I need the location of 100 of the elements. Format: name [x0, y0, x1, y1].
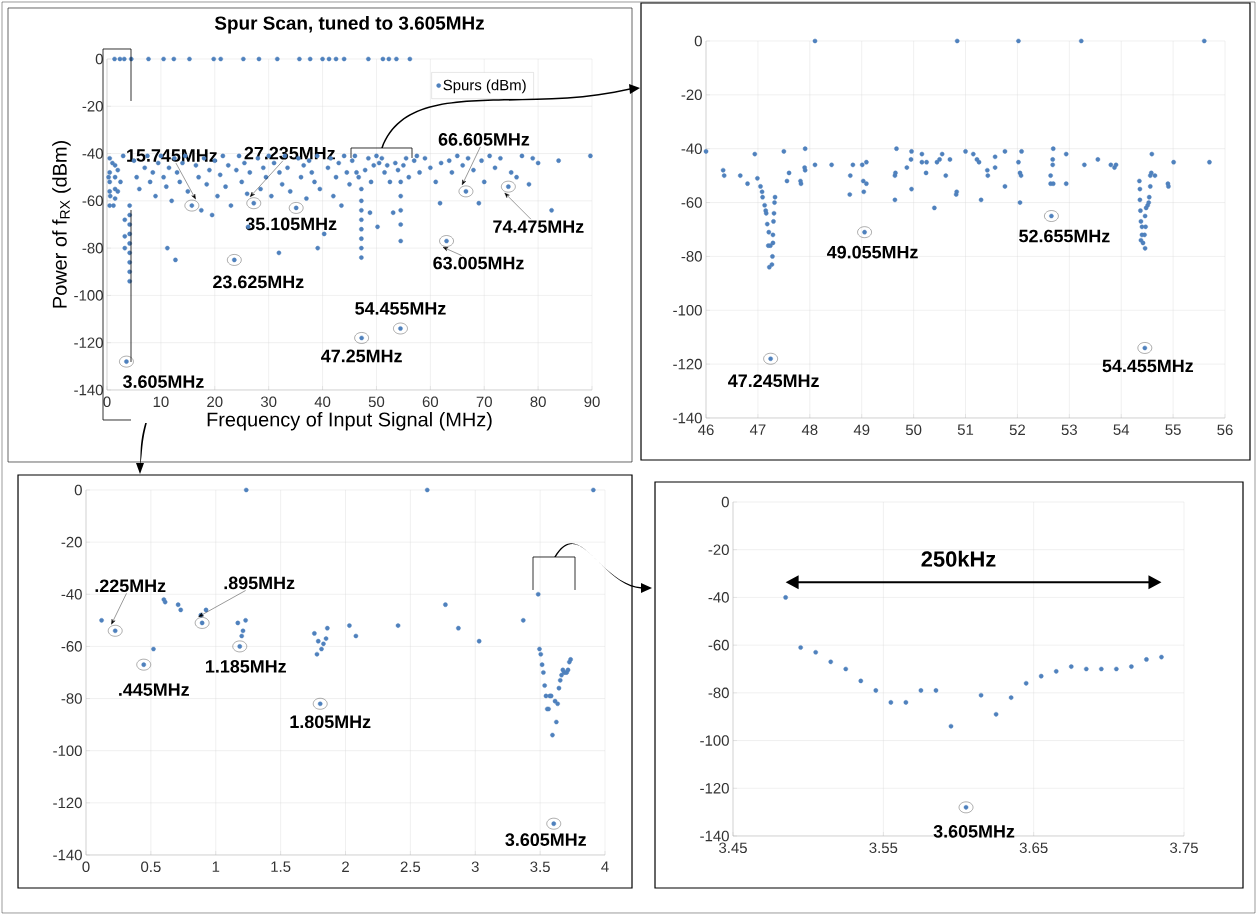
x-tick-label: 48: [801, 424, 818, 436]
y-tick-label: 0: [721, 496, 729, 508]
annotation: 15.745MHz: [127, 149, 218, 162]
y-tick-label: -20: [681, 89, 702, 101]
x-tick-label: 55: [1165, 424, 1181, 435]
annotation: 54.455MHz: [1102, 359, 1194, 373]
point: [568, 657, 573, 662]
y-tick-label: -120: [700, 782, 729, 794]
point: [933, 688, 939, 693]
point: [555, 701, 560, 707]
point: [312, 631, 317, 636]
y-tick-label: -80: [708, 687, 729, 699]
point: [175, 602, 181, 607]
point: [319, 646, 324, 652]
point: [243, 487, 249, 493]
point: [858, 678, 864, 684]
annotation: 250kHz: [921, 550, 996, 567]
point: [1159, 654, 1164, 660]
y-tick-label: -20: [708, 544, 729, 555]
point: [873, 688, 879, 693]
x-tick-label: 60: [422, 396, 439, 408]
annotation: 47.245MHz: [728, 374, 819, 388]
point: [888, 700, 894, 705]
x-tick-label: 4: [601, 861, 609, 872]
point: [557, 678, 563, 683]
point: [1084, 666, 1089, 672]
annotation: 1.805MHz: [290, 715, 371, 729]
x-tick-label: 30: [260, 396, 277, 408]
x-tick-label: 20: [207, 396, 223, 408]
annotation: 27.235MHz: [244, 146, 335, 160]
y-tick-label: 0: [694, 35, 702, 47]
x-tick-label: 3.55: [869, 842, 898, 854]
x-tick-label: 3.5: [530, 861, 550, 873]
y-tick-label: -120: [74, 337, 103, 348]
point: [539, 662, 545, 667]
x-tick-label: 50: [905, 424, 922, 436]
point: [1099, 666, 1104, 672]
point: [948, 723, 954, 729]
y-tick-label: -140: [74, 384, 103, 396]
y-tick-label: -40: [681, 143, 702, 154]
point: [162, 599, 168, 605]
point: [978, 692, 984, 698]
x-tick-label: 70: [476, 396, 492, 408]
y-tick-label: 0: [74, 484, 82, 496]
annotation: .445MHz: [119, 683, 189, 696]
x-tick-label: 90: [584, 396, 600, 408]
y-tick-label: -60: [61, 641, 82, 652]
annotation: 3.605MHz: [122, 375, 204, 388]
y-tick-label: -40: [82, 148, 103, 159]
point: [843, 666, 849, 672]
y-tick-label: -140: [53, 849, 82, 861]
point: [550, 732, 555, 738]
x-tick-label: 0.5: [141, 861, 161, 873]
point: [395, 623, 401, 628]
y-tick-label: -80: [82, 242, 103, 254]
annotation: 54.455MHz: [355, 302, 446, 315]
point: [535, 591, 541, 597]
y-axis-title: Power of f$_{RX}$ (dBm): [52, 141, 71, 308]
x-tick-label: 10: [153, 396, 169, 408]
point: [798, 645, 803, 650]
point: [1114, 666, 1119, 672]
point: [323, 636, 329, 641]
point: [541, 670, 546, 675]
point: [1053, 669, 1059, 674]
y-tick-label: 0: [95, 53, 103, 65]
x-tick-label: 40: [314, 396, 331, 408]
point: [520, 618, 526, 623]
x-tick-label: 53: [1061, 424, 1077, 436]
point: [203, 607, 209, 613]
x-tick-label: 2: [342, 861, 349, 872]
y-tick-label: -80: [681, 251, 702, 262]
point: [240, 628, 246, 634]
point: [456, 625, 461, 631]
point: [543, 693, 549, 699]
annotation: 1.185MHz: [206, 660, 286, 673]
y-tick-label: -100: [673, 304, 702, 316]
x-tick-label: 3: [471, 861, 479, 873]
point: [1129, 664, 1134, 669]
y-tick-label: -100: [74, 290, 103, 301]
point: [178, 607, 184, 613]
y-tick-label: -140: [700, 830, 729, 842]
point: [918, 688, 924, 693]
point: [556, 685, 562, 691]
x-tick-label: 49: [853, 424, 870, 436]
point: [813, 649, 818, 655]
x-tick-label: 3.65: [1019, 842, 1048, 854]
x-tick-label: 47: [749, 424, 766, 435]
x-tick-label: 50: [368, 396, 385, 408]
point: [1068, 664, 1074, 669]
point: [828, 659, 834, 665]
x-tick-label: 1.5: [271, 861, 291, 872]
x-tick-label: 3.75: [1170, 842, 1198, 854]
y-tick-label: -100: [53, 745, 82, 756]
y-tick-label: -40: [708, 592, 729, 603]
annotation: 35.105MHz: [245, 217, 337, 231]
point: [99, 618, 104, 623]
point: [537, 646, 542, 652]
annotation: .225MHz: [95, 579, 166, 593]
point: [243, 618, 248, 623]
annotation: 3.605MHz: [933, 824, 1015, 838]
